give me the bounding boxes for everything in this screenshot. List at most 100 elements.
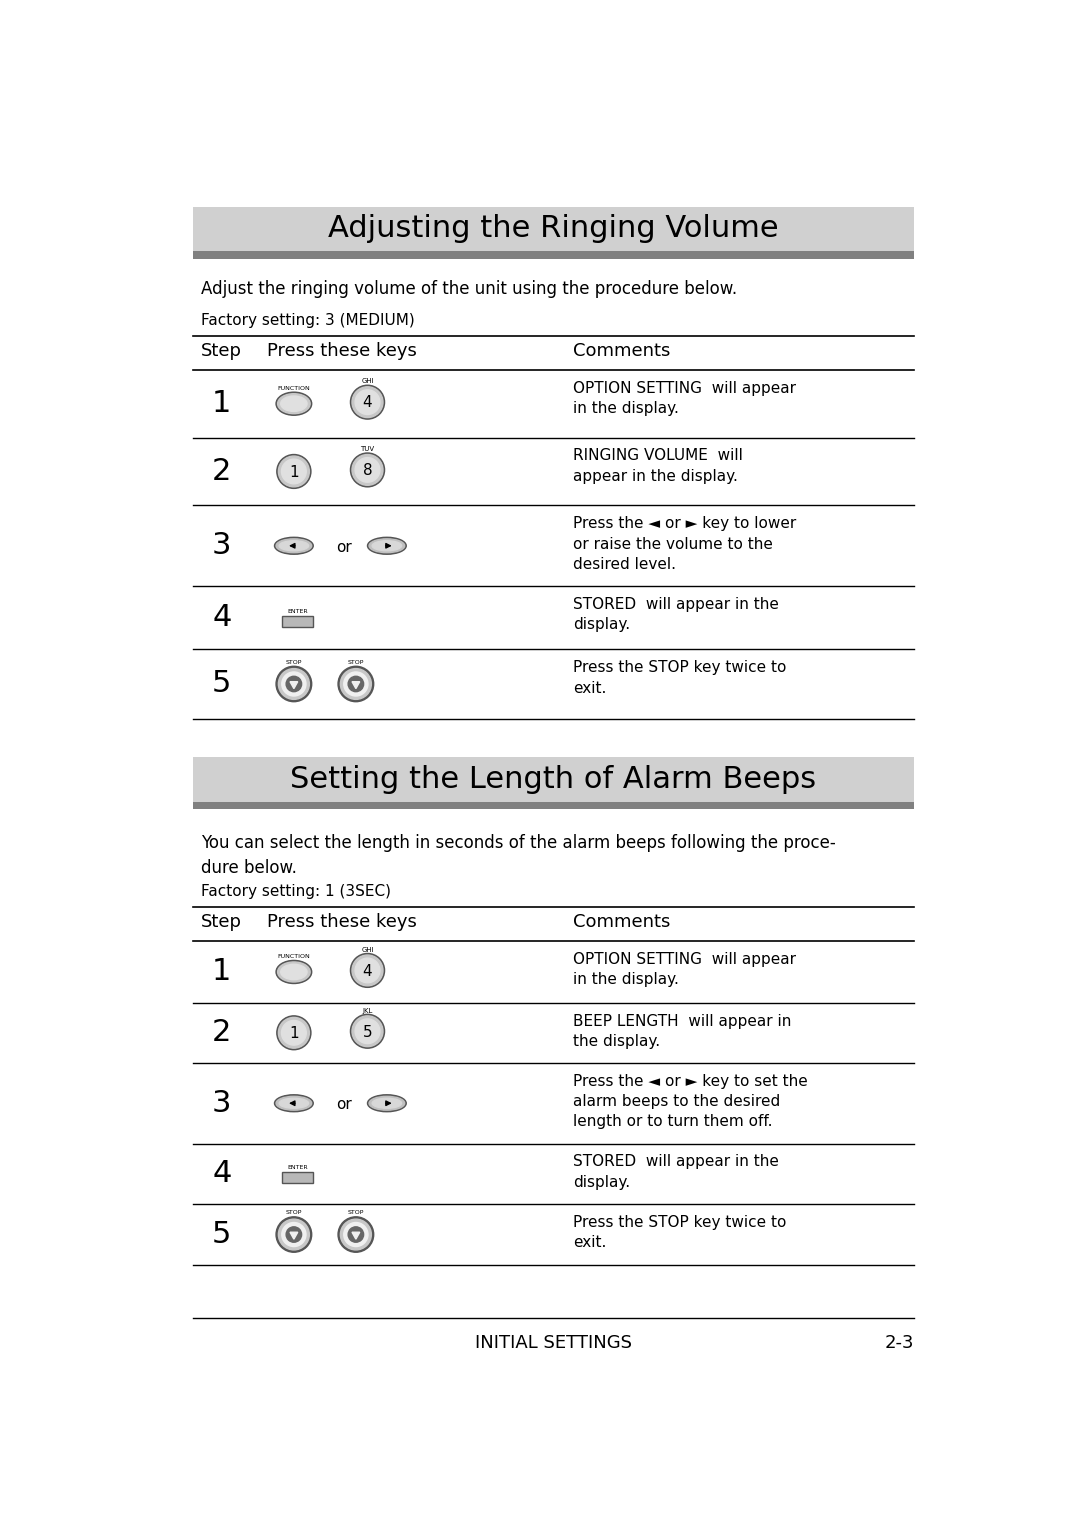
Ellipse shape [281, 965, 307, 980]
Ellipse shape [369, 1096, 405, 1110]
Ellipse shape [278, 393, 310, 414]
Text: 3: 3 [212, 1089, 231, 1118]
Circle shape [348, 1226, 364, 1242]
Text: Press the STOP key twice to
exit.: Press the STOP key twice to exit. [572, 661, 786, 696]
Text: 2: 2 [212, 1018, 231, 1047]
Circle shape [343, 671, 368, 696]
Text: BEEP LENGTH  will appear in
the display.: BEEP LENGTH will appear in the display. [572, 1014, 792, 1049]
Ellipse shape [367, 1095, 406, 1112]
Ellipse shape [279, 456, 309, 486]
Text: OPTION SETTING  will appear
in the display.: OPTION SETTING will appear in the displa… [572, 953, 796, 988]
FancyBboxPatch shape [193, 206, 914, 251]
Ellipse shape [355, 390, 380, 414]
Text: FUNCTION: FUNCTION [278, 954, 310, 959]
Text: ENTER: ENTER [287, 609, 308, 615]
Circle shape [286, 676, 301, 691]
Circle shape [279, 668, 309, 699]
Text: GHI: GHI [361, 379, 374, 384]
Circle shape [343, 1223, 368, 1246]
Text: 4: 4 [212, 1159, 231, 1188]
Text: Press the STOP key twice to
exit.: Press the STOP key twice to exit. [572, 1214, 786, 1249]
Text: Press these keys: Press these keys [267, 342, 417, 361]
Text: Factory setting: 1 (3SEC): Factory setting: 1 (3SEC) [201, 884, 391, 899]
FancyBboxPatch shape [282, 1173, 313, 1183]
Text: STOP: STOP [286, 659, 302, 665]
Text: STOP: STOP [286, 1211, 302, 1216]
Text: Factory setting: 3 (MEDIUM): Factory setting: 3 (MEDIUM) [201, 313, 415, 327]
Text: 4: 4 [212, 604, 231, 633]
Ellipse shape [373, 541, 402, 550]
Text: 2: 2 [212, 457, 231, 486]
Circle shape [282, 1223, 306, 1246]
Text: 1: 1 [289, 1026, 299, 1041]
Ellipse shape [355, 1018, 380, 1044]
Circle shape [282, 671, 306, 696]
Ellipse shape [282, 459, 307, 483]
FancyBboxPatch shape [193, 757, 914, 801]
Text: 4: 4 [363, 963, 373, 979]
Ellipse shape [350, 1014, 384, 1049]
Circle shape [340, 1219, 372, 1249]
Text: 5: 5 [212, 1220, 231, 1249]
Ellipse shape [278, 962, 310, 982]
Ellipse shape [276, 1096, 312, 1110]
Text: GHI: GHI [361, 946, 374, 953]
Ellipse shape [352, 956, 383, 986]
Ellipse shape [276, 538, 312, 552]
Text: Setting the Length of Alarm Beeps: Setting the Length of Alarm Beeps [291, 764, 816, 794]
Circle shape [338, 1217, 374, 1252]
Circle shape [340, 668, 372, 699]
Text: 5: 5 [363, 1024, 373, 1040]
Ellipse shape [355, 457, 380, 482]
Text: Step: Step [201, 913, 242, 931]
Ellipse shape [282, 1020, 307, 1046]
Text: 2-3: 2-3 [885, 1333, 914, 1352]
Text: Adjusting the Ringing Volume: Adjusting the Ringing Volume [328, 214, 779, 243]
Text: STORED  will appear in the
display.: STORED will appear in the display. [572, 1154, 779, 1190]
Text: 1: 1 [212, 390, 231, 419]
Ellipse shape [276, 454, 311, 488]
FancyBboxPatch shape [193, 801, 914, 809]
Text: STOP: STOP [348, 1211, 364, 1216]
Ellipse shape [352, 387, 383, 417]
Text: Press the ◄ or ► key to set the
alarm beeps to the desired
length or to turn the: Press the ◄ or ► key to set the alarm be… [572, 1073, 808, 1130]
Ellipse shape [274, 537, 313, 553]
Text: 8: 8 [363, 463, 373, 479]
Circle shape [279, 1219, 309, 1249]
Ellipse shape [281, 396, 307, 411]
Circle shape [276, 1217, 312, 1252]
Ellipse shape [279, 1098, 309, 1109]
Text: Adjust the ringing volume of the unit using the procedure below.: Adjust the ringing volume of the unit us… [201, 280, 737, 298]
Ellipse shape [352, 454, 383, 485]
Polygon shape [352, 682, 360, 688]
Circle shape [276, 667, 312, 702]
Ellipse shape [355, 959, 380, 983]
Text: 4: 4 [363, 396, 373, 410]
Text: TUV: TUV [361, 446, 375, 453]
Text: OPTION SETTING  will appear
in the display.: OPTION SETTING will appear in the displa… [572, 381, 796, 416]
Ellipse shape [350, 453, 384, 486]
Ellipse shape [279, 1017, 309, 1049]
Text: 1: 1 [289, 465, 299, 480]
Text: 5: 5 [212, 670, 231, 699]
Ellipse shape [350, 954, 384, 988]
Text: 3: 3 [212, 531, 231, 560]
Text: STOP: STOP [348, 659, 364, 665]
Ellipse shape [373, 1098, 402, 1109]
Circle shape [286, 1226, 301, 1242]
FancyBboxPatch shape [193, 251, 914, 258]
Ellipse shape [367, 537, 406, 553]
Text: JKL: JKL [362, 1008, 373, 1014]
Text: Step: Step [201, 342, 242, 361]
Circle shape [338, 667, 374, 702]
Ellipse shape [274, 1095, 313, 1112]
Text: Press the ◄ or ► key to lower
or raise the volume to the
desired level.: Press the ◄ or ► key to lower or raise t… [572, 517, 796, 572]
Text: RINGING VOLUME  will
appear in the display.: RINGING VOLUME will appear in the displa… [572, 448, 743, 483]
Text: 1: 1 [212, 957, 231, 986]
Text: STORED  will appear in the
display.: STORED will appear in the display. [572, 596, 779, 633]
Text: Comments: Comments [572, 913, 671, 931]
Ellipse shape [279, 541, 309, 550]
Text: ENTER: ENTER [287, 1165, 308, 1170]
Text: Comments: Comments [572, 342, 671, 361]
Text: Press these keys: Press these keys [267, 913, 417, 931]
